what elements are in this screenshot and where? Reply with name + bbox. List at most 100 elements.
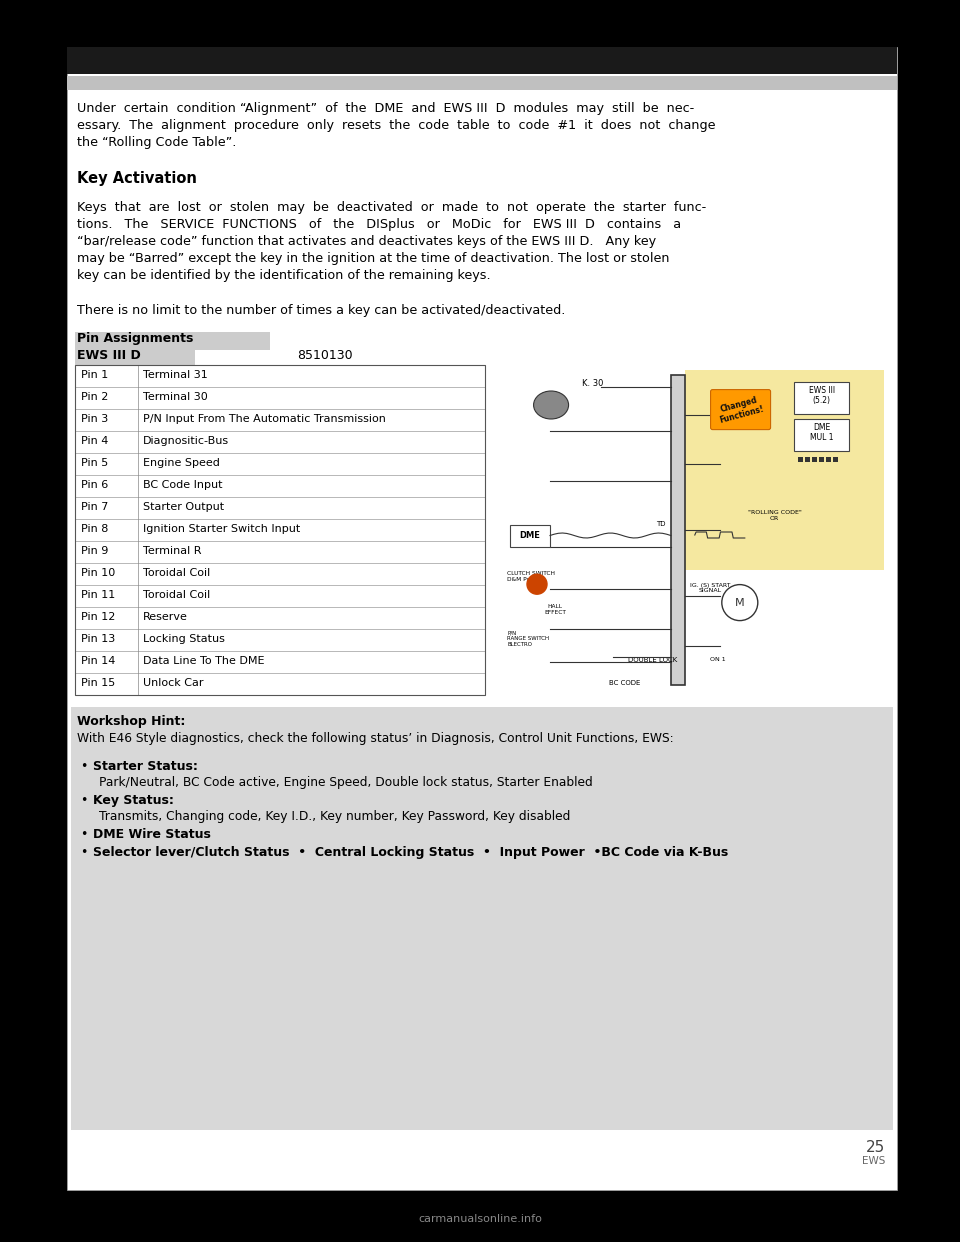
Text: key can be identified by the identification of the remaining keys.: key can be identified by the identificat… <box>77 270 491 282</box>
Ellipse shape <box>534 391 568 419</box>
Text: 25: 25 <box>866 1140 885 1155</box>
Bar <box>75 453 485 474</box>
Text: Pin 15: Pin 15 <box>81 678 115 688</box>
Bar <box>794 383 850 414</box>
Text: •: • <box>80 794 87 807</box>
Text: Unlock Car: Unlock Car <box>143 678 204 688</box>
Text: Toroidal Coil: Toroidal Coil <box>143 590 210 600</box>
Bar <box>684 370 884 570</box>
Text: Pin 5: Pin 5 <box>81 458 108 468</box>
Text: BC Code Input: BC Code Input <box>143 479 223 491</box>
Text: Engine Speed: Engine Speed <box>143 458 220 468</box>
Text: Pin 4: Pin 4 <box>81 436 108 446</box>
Bar <box>799 457 804 462</box>
Text: Pin 3: Pin 3 <box>81 414 108 424</box>
Text: Reserve: Reserve <box>143 612 188 622</box>
Text: There is no limit to the number of times a key can be activated/deactivated.: There is no limit to the number of times… <box>77 304 565 317</box>
Bar <box>67 47 897 1190</box>
Text: M: M <box>735 597 745 607</box>
Bar <box>671 375 684 686</box>
Bar <box>67 76 897 89</box>
Text: Pin 13: Pin 13 <box>81 633 115 645</box>
Text: 8510130: 8510130 <box>297 349 352 361</box>
Bar <box>833 457 838 462</box>
Text: Pin 11: Pin 11 <box>81 590 115 600</box>
Text: Pin 2: Pin 2 <box>81 392 108 402</box>
Text: Terminal 30: Terminal 30 <box>143 392 207 402</box>
Text: DME Wire Status: DME Wire Status <box>93 828 211 841</box>
Bar <box>75 349 195 365</box>
Text: essary.  The  alignment  procedure  only  resets  the  code  table  to  code  #1: essary. The alignment procedure only res… <box>77 119 715 132</box>
Text: Terminal 31: Terminal 31 <box>143 370 207 380</box>
Text: Toroidal Coil: Toroidal Coil <box>143 568 210 578</box>
Bar <box>71 707 893 1130</box>
Text: Transmits, Changing code, Key I.D., Key number, Key Password, Key disabled: Transmits, Changing code, Key I.D., Key … <box>99 810 570 823</box>
Text: Workshop Hint:: Workshop Hint: <box>77 715 185 728</box>
Text: •: • <box>80 760 87 773</box>
Bar <box>75 651 485 673</box>
Text: “bar/release code” function that activates and deactivates keys of the EWS III D: “bar/release code” function that activat… <box>77 235 656 248</box>
Text: Pin Assignments: Pin Assignments <box>77 332 193 345</box>
Bar <box>75 365 485 696</box>
Text: EWS III
(5.2): EWS III (5.2) <box>808 386 835 405</box>
Bar <box>75 365 485 388</box>
Text: Data Line To The DME: Data Line To The DME <box>143 656 265 666</box>
Text: Pin 14: Pin 14 <box>81 656 115 666</box>
Text: Ignition Starter Switch Input: Ignition Starter Switch Input <box>143 524 300 534</box>
Text: Key Activation: Key Activation <box>77 171 197 186</box>
Bar <box>75 497 485 519</box>
Text: Selector lever/Clutch Status  •  Central Locking Status  •  Input Power  •BC Cod: Selector lever/Clutch Status • Central L… <box>93 846 729 859</box>
Bar <box>75 563 485 585</box>
Bar <box>510 524 550 546</box>
Text: IG. (S) START
SIGNAL: IG. (S) START SIGNAL <box>689 582 730 594</box>
Text: EWS III D: EWS III D <box>77 349 141 361</box>
Bar <box>75 607 485 628</box>
Text: Pin 1: Pin 1 <box>81 370 108 380</box>
Text: may be “Barred” except the key in the ignition at the time of deactivation. The : may be “Barred” except the key in the ig… <box>77 252 669 265</box>
Text: With E46 Style diagnostics, check the following status’ in Diagnosis, Control Un: With E46 Style diagnostics, check the fo… <box>77 732 674 745</box>
Text: the “Rolling Code Table”.: the “Rolling Code Table”. <box>77 137 236 149</box>
Text: "ROLLING CODE"
OR: "ROLLING CODE" OR <box>748 510 802 520</box>
Text: Pin 8: Pin 8 <box>81 524 108 534</box>
Bar <box>75 388 485 409</box>
Text: Locking Status: Locking Status <box>143 633 225 645</box>
Bar <box>505 365 889 696</box>
Text: DME: DME <box>519 532 540 540</box>
Text: Pin 10: Pin 10 <box>81 568 115 578</box>
Text: tions.   The   SERVICE  FUNCTIONS   of   the   DISplus   or   MoDic   for   EWS : tions. The SERVICE FUNCTIONS of the DISp… <box>77 219 682 231</box>
Text: Diagnositic-Bus: Diagnositic-Bus <box>143 436 229 446</box>
Text: BC CODE: BC CODE <box>609 681 640 686</box>
Text: P/N Input From The Automatic Transmission: P/N Input From The Automatic Transmissio… <box>143 414 386 424</box>
Text: Pin 12: Pin 12 <box>81 612 115 622</box>
Bar <box>67 47 897 75</box>
Bar <box>820 457 825 462</box>
Bar <box>75 431 485 453</box>
Bar <box>794 419 850 451</box>
Text: •: • <box>80 828 87 841</box>
Text: EWS: EWS <box>862 1156 885 1166</box>
Bar <box>75 585 485 607</box>
Text: K. 30: K. 30 <box>582 379 603 388</box>
Bar <box>75 628 485 651</box>
Text: Terminal R: Terminal R <box>143 546 202 556</box>
Text: Changed
Functions!: Changed Functions! <box>716 394 765 425</box>
Text: Starter Output: Starter Output <box>143 502 224 512</box>
Text: DOUBLE LOCK: DOUBLE LOCK <box>628 657 677 663</box>
Bar <box>75 474 485 497</box>
Bar <box>75 519 485 542</box>
Circle shape <box>527 574 547 594</box>
Text: Pin 9: Pin 9 <box>81 546 108 556</box>
Text: Starter Status:: Starter Status: <box>93 760 198 773</box>
Text: •: • <box>80 846 87 859</box>
Text: Under  certain  condition “Alignment”  of  the  DME  and  EWS III  D  modules  m: Under certain condition “Alignment” of t… <box>77 102 694 116</box>
Text: Pin 7: Pin 7 <box>81 502 108 512</box>
Bar <box>805 457 810 462</box>
Bar <box>812 457 817 462</box>
Text: carmanualsonline.info: carmanualsonline.info <box>418 1213 542 1225</box>
Text: Pin 6: Pin 6 <box>81 479 108 491</box>
Text: HALL
EFFECT: HALL EFFECT <box>544 604 566 615</box>
Text: TD: TD <box>656 522 665 528</box>
Text: P/N
RANGE SWITCH
BLECTRO: P/N RANGE SWITCH BLECTRO <box>507 631 549 647</box>
Text: ON 1: ON 1 <box>709 657 726 662</box>
Text: CLUTCH SWITCH
D&M Post: CLUTCH SWITCH D&M Post <box>507 571 555 582</box>
